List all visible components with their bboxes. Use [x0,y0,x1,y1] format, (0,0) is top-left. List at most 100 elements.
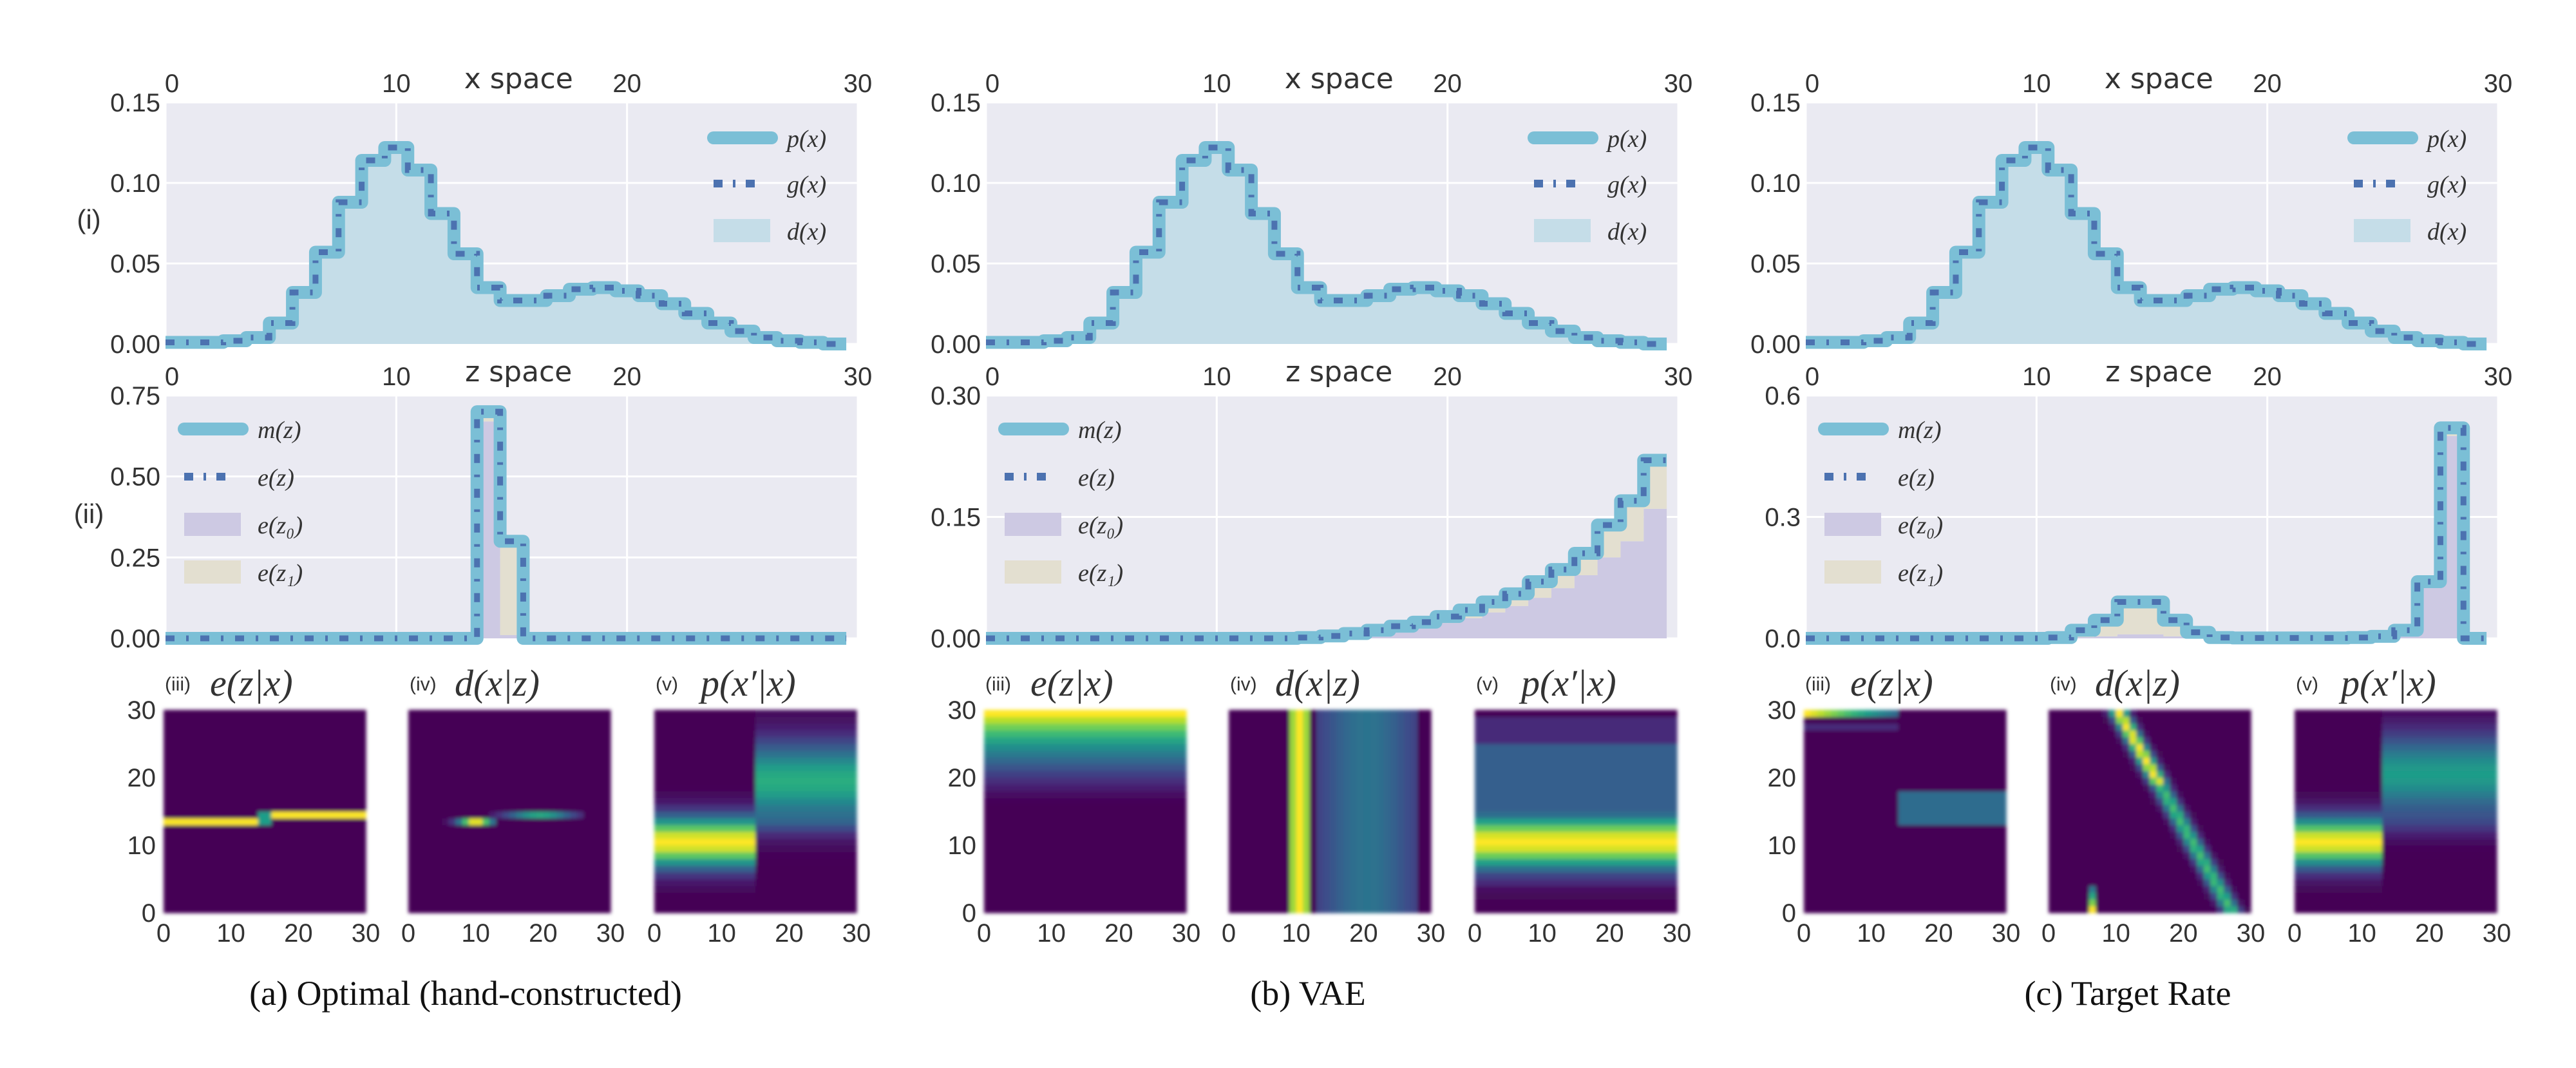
heatmap-cell [536,906,544,913]
heatmap-cell [1377,757,1385,765]
heatmap-cell [1092,892,1099,900]
heatmap-cell [1010,818,1018,826]
heatmap-cell [735,906,743,913]
heatmap-cell [1139,879,1146,886]
heatmap-cell [1363,805,1371,812]
heatmap-cell [688,879,696,886]
heatmap-cell [768,899,776,907]
heatmap-cell [1018,811,1025,819]
heatmap-cell [681,872,688,880]
heatmap-cell [502,743,510,751]
heatmap-cell [1330,865,1338,873]
heatmap-cell [829,743,837,751]
heatmap-cell [1488,859,1495,866]
heatmap-cell [1098,743,1106,751]
heatmap-cell [543,710,551,718]
heatmap-cell [1179,730,1187,738]
heatmap-cell [1296,757,1303,765]
heatmap-cell [415,859,422,866]
heatmap-cell [1276,892,1283,900]
heatmap-cell [1269,710,1276,718]
heatmap-cell [1508,845,1516,853]
heatmap-cell [305,845,312,853]
heatmap-cell [1282,710,1290,718]
heatmap-cell [990,852,998,859]
heatmap-cell [1417,784,1425,792]
heatmap-cell [1152,865,1160,873]
heatmap-cell [742,710,750,718]
heatmap-cell [1045,825,1052,832]
heatmap-cell [421,791,429,799]
heatmap-cell [1078,818,1086,826]
heatmap-cell [516,750,524,758]
heatmap-cell [843,743,851,751]
heatmap-cell [1166,811,1173,819]
heatmap-cell [748,730,756,738]
heatmap-cell [1377,845,1385,853]
heatmap-cell [1276,716,1283,724]
heatmap-cell [1356,743,1364,751]
heatmap-cell [1562,906,1570,913]
heatmap-cell [1629,886,1637,893]
heatmap-cell [1166,899,1173,907]
heatmap-cell [1576,832,1584,839]
heatmap-cell [556,710,564,718]
heatmap-cell [1410,859,1418,866]
heatmap-cell [570,859,578,866]
heatmap-cell [836,845,844,853]
heatmap-cell [325,865,333,873]
heatmap-cell [1229,811,1236,819]
heatmap-cell [1173,784,1180,792]
heatmap-cell [1146,838,1153,846]
heatmap-cell [1269,859,1276,866]
heatmap-cell [742,872,750,880]
heatmap-cell [502,805,510,812]
heatmap-cell [190,899,198,907]
heatmap-cell [782,825,790,832]
heatmap-cell [701,838,709,846]
heatmap-cell [448,716,456,724]
heatmap-cell [469,825,477,832]
heatmap-cell [482,865,490,873]
heatmap-cell [1569,832,1577,839]
heatmap-cell [1350,818,1358,826]
heatmap-cell [305,906,312,913]
heatmap-cell [583,777,591,785]
heatmap-cell [442,825,450,832]
heatmap-cell [654,872,662,880]
heatmap-cell [694,737,702,745]
heatmap-cell [1065,764,1072,772]
legend-label: e(z) [258,464,294,491]
heatmap-cell [170,872,178,880]
heatmap-cell [556,791,564,799]
heatmap-cell [1179,859,1187,866]
heatmap-cell [728,805,736,812]
heatmap-cell [748,777,756,785]
heatmap-cell [829,852,837,859]
heatmap-cell [1323,750,1331,758]
heatmap-cell [549,825,557,832]
heatmap-cell [590,906,598,913]
heatmap-cell [184,906,191,913]
heatmap-cell [1024,737,1032,745]
heatmap-cell [997,879,1005,886]
heatmap-cell [1282,770,1290,778]
heatmap-cell [1656,859,1664,866]
heatmap-cell [217,865,225,873]
heatmap-cell [728,825,736,832]
heatmap-cell [674,750,682,758]
heatmap-cell [549,865,557,873]
heatmap-cell [435,818,442,826]
heatmap-cell [1024,865,1032,873]
heatmap-cell [339,892,346,900]
heatmap-cell [583,770,591,778]
heatmap-cell [782,770,790,778]
heatmap-cell [318,899,326,907]
heatmap-cell [455,879,463,886]
heatmap-cell [1475,906,1482,913]
heatmap-cell [674,737,682,745]
heatmap-cell [1488,845,1495,853]
heatmap-cell [1616,899,1624,907]
heatmap-cell [1262,797,1270,805]
